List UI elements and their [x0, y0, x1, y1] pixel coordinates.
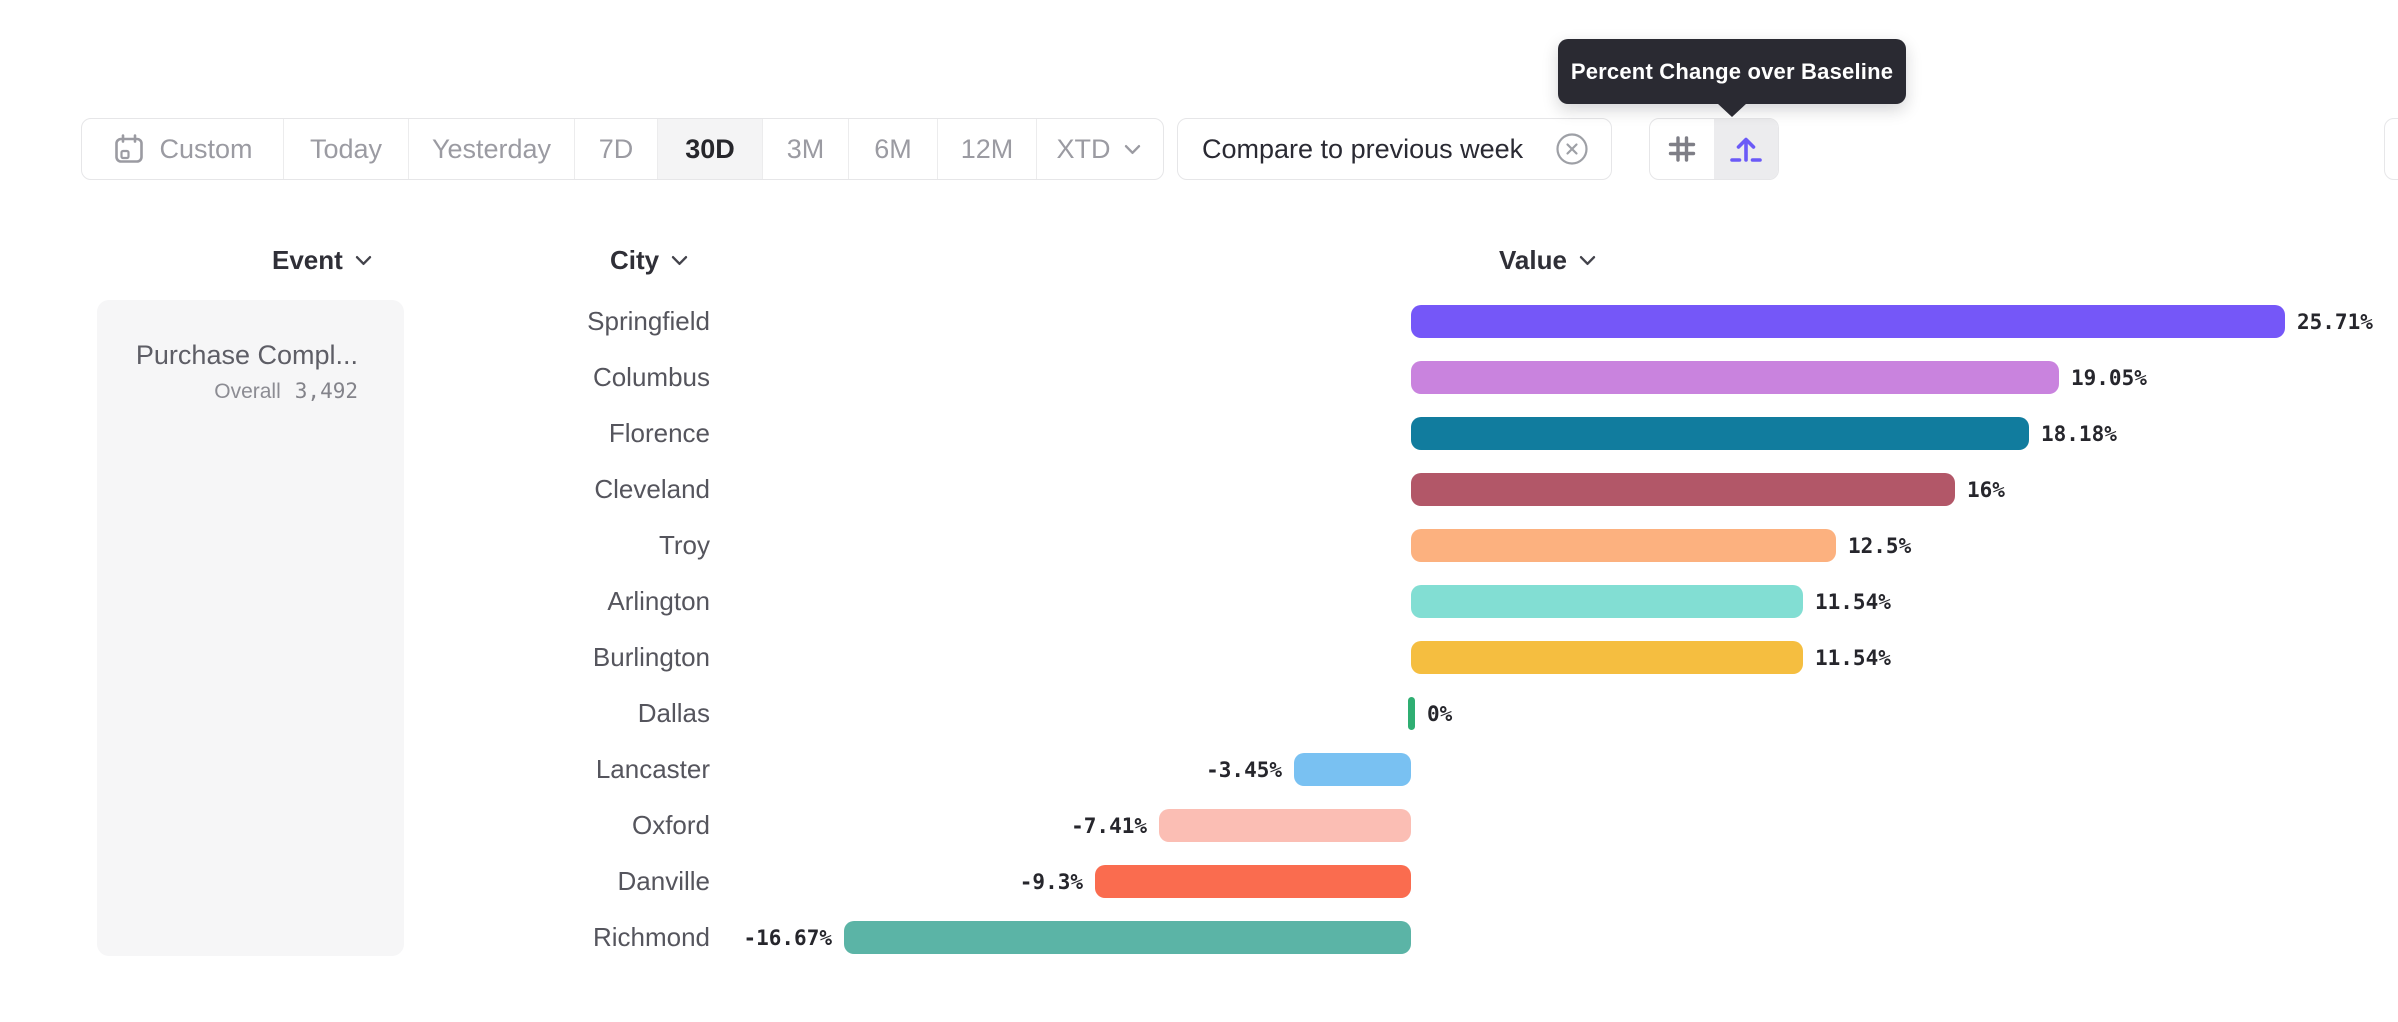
chevron-down-icon	[1579, 255, 1596, 265]
bar[interactable]	[1411, 641, 1803, 674]
bar[interactable]	[1408, 697, 1415, 730]
value-column-header[interactable]: Value	[1499, 244, 1596, 275]
chevron-down-icon	[671, 255, 688, 265]
date-range-label: XTD	[1056, 133, 1111, 164]
number-grid-icon	[1668, 136, 1696, 162]
chevron-down-icon	[1124, 144, 1140, 154]
date-range-yesterday[interactable]: Yesterday	[408, 119, 574, 179]
event-subtitle: Overall 3,492	[97, 379, 358, 404]
bar[interactable]	[1411, 361, 2059, 394]
city-label: Cleveland	[594, 474, 710, 504]
date-range-3m[interactable]: 3M	[762, 119, 848, 179]
bar-value-label: -9.3%	[1019, 870, 1083, 894]
bar[interactable]	[1294, 753, 1411, 786]
city-label: Troy	[658, 530, 710, 560]
remove-compare-icon[interactable]	[1555, 132, 1589, 166]
bar-value-label: -7.41%	[1071, 814, 1147, 838]
offscreen-edge-button[interactable]	[2384, 118, 2398, 180]
date-range-custom[interactable]: Custom	[82, 119, 283, 179]
percent-change-baseline-icon	[1730, 137, 1762, 162]
bar-value-label: -3.45%	[1206, 758, 1282, 782]
bar[interactable]	[1411, 585, 1803, 618]
compare-pill-label: Compare to previous week	[1202, 133, 1524, 164]
city-label: Springfield	[587, 306, 710, 336]
date-range-6m[interactable]: 6M	[848, 119, 937, 179]
event-column-label: Event	[272, 244, 343, 275]
value-column-label: Value	[1499, 244, 1567, 275]
bar-value-label: 25.71%	[2297, 310, 2373, 334]
compare-pill[interactable]: Compare to previous week	[1177, 118, 1612, 180]
event-cell[interactable]: Purchase Compl... Overall 3,492	[97, 300, 404, 956]
bar[interactable]	[844, 921, 1411, 954]
date-range-label: Yesterday	[431, 133, 552, 164]
bar[interactable]	[1411, 417, 2029, 450]
date-range-xtd[interactable]: XTD	[1036, 119, 1160, 179]
bar[interactable]	[1411, 473, 1955, 506]
event-title: Purchase Compl...	[135, 340, 358, 370]
bar-value-label: 18.18%	[2041, 422, 2117, 446]
city-label: Burlington	[592, 642, 710, 672]
tooltip-text: Percent Change over Baseline	[1570, 58, 1894, 84]
date-range-12m[interactable]: 12M	[937, 119, 1036, 179]
city-label: Lancaster	[595, 754, 710, 784]
date-range-label: 12M	[960, 133, 1014, 164]
chevron-down-icon	[355, 255, 372, 265]
percent-change-baseline-toggle-button[interactable]	[1714, 119, 1778, 179]
city-label: Richmond	[592, 922, 710, 952]
city-column-header[interactable]: City	[610, 244, 688, 275]
bar[interactable]	[1095, 865, 1411, 898]
bar-value-label: 0%	[1427, 702, 1453, 726]
date-range-today[interactable]: Today	[283, 119, 408, 179]
bar[interactable]	[1411, 529, 1836, 562]
date-range-30d[interactable]: 30D	[657, 119, 762, 179]
date-range-7d[interactable]: 7D	[574, 119, 657, 179]
bar[interactable]	[1411, 305, 2285, 338]
city-column-label: City	[610, 244, 660, 275]
tooltip: Percent Change over Baseline	[1558, 39, 1906, 104]
date-range-label: 30D	[685, 133, 735, 164]
city-label: Florence	[608, 418, 710, 448]
date-range-label: 6M	[874, 133, 912, 164]
date-range-label: 3M	[786, 133, 825, 164]
bar-value-label: 16%	[1967, 478, 2005, 502]
bar-value-label: 19.05%	[2071, 366, 2147, 390]
date-range-label: Today	[309, 133, 383, 164]
bar-value-label: 11.54%	[1815, 590, 1891, 614]
number-grid-toggle-button[interactable]	[1650, 119, 1714, 179]
city-label: Oxford	[631, 810, 710, 840]
bar-value-label: 12.5%	[1848, 534, 1912, 558]
event-overall-count: 3,492	[294, 379, 358, 403]
bar[interactable]	[1159, 809, 1411, 842]
calendar-icon	[115, 134, 144, 163]
date-range-label: Custom	[159, 133, 253, 164]
event-column-header[interactable]: Event	[272, 244, 372, 275]
city-label: Dallas	[637, 698, 710, 728]
chart-display-toggle	[1649, 118, 1779, 180]
date-range-label: 7D	[598, 133, 634, 164]
city-label: Danville	[617, 866, 711, 896]
event-overall-label: Overall	[214, 380, 281, 403]
bar-value-label: -16.67%	[743, 926, 832, 950]
city-label: Columbus	[592, 362, 710, 392]
city-label: Arlington	[607, 586, 710, 616]
date-range-toolbar: Custom Today Yesterday 7D 30D 3M 6M 12M …	[81, 118, 1164, 180]
bar-value-label: 11.54%	[1815, 646, 1891, 670]
